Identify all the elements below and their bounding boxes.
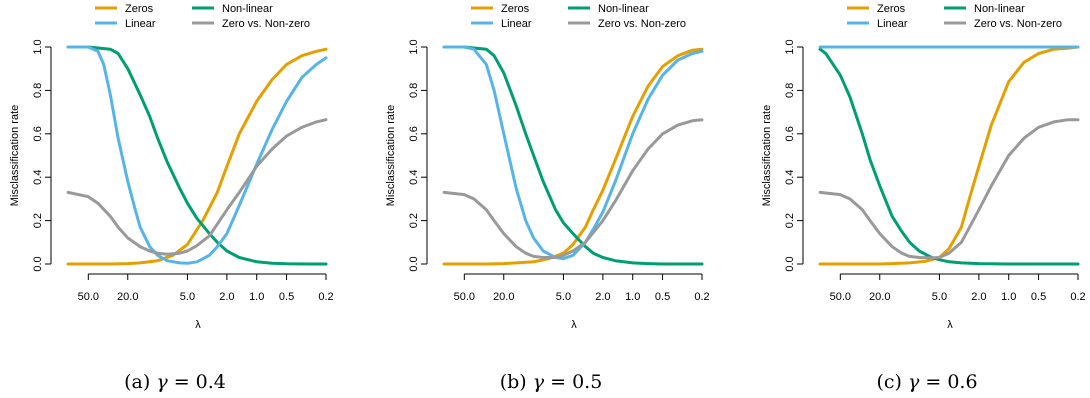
legend-label: Zero vs. Non-zero — [598, 18, 686, 30]
series-line — [66, 118, 328, 256]
chart-panel-2: Zeros Non-linear Linear Zero vs. Non-zero 0.… — [385, 3, 710, 393]
series-line — [442, 45, 704, 261]
y-tick-label: 0.4 — [784, 170, 796, 185]
x-tick-label: 0.2 — [318, 291, 333, 303]
panel-caption: (c) γ = 0.6 — [876, 371, 977, 393]
legend-label: Linear — [125, 18, 156, 30]
legend-item: Zero vs. Non-zero — [568, 18, 686, 30]
legend-item: Non-linear — [192, 3, 273, 15]
legend-label: Zero vs. Non-zero — [222, 18, 310, 30]
y-tick-label: 0.2 — [408, 213, 420, 228]
y-tick-label: 0.6 — [408, 126, 420, 141]
y-tick-label: 1.0 — [408, 39, 420, 54]
y-tick-label: 0.4 — [408, 170, 420, 185]
series-line — [66, 45, 328, 265]
legend-item: Linear — [847, 18, 908, 30]
series-line — [442, 47, 704, 266]
x-tick-label: 20.0 — [117, 291, 138, 303]
y-tick-label: 0.6 — [784, 126, 796, 141]
x-tick-label: 5.0 — [932, 291, 947, 303]
panel-caption: (a) γ = 0.4 — [124, 371, 226, 393]
legend-item: Linear — [471, 18, 532, 30]
series-line — [442, 45, 704, 266]
legend-item: Zero vs. Non-zero — [944, 18, 1062, 30]
x-tick-label: 0.5 — [655, 291, 670, 303]
x-tick-label: 50.0 — [454, 291, 475, 303]
x-tick-label: 0.5 — [279, 291, 294, 303]
legend-item: Zeros — [471, 3, 530, 15]
series-line — [66, 45, 328, 266]
panel-caption: (b) γ = 0.5 — [500, 371, 603, 393]
x-tick-label: 2.0 — [219, 291, 234, 303]
x-tick-label: 5.0 — [556, 291, 571, 303]
y-tick-label: 0.2 — [784, 213, 796, 228]
x-tick-label: 20.0 — [869, 291, 890, 303]
series-line — [66, 47, 328, 266]
y-tick-label: 1.0 — [32, 39, 44, 54]
legend-label: Non-linear — [222, 3, 273, 15]
x-tick-label: 0.2 — [1070, 291, 1085, 303]
legend-item: Zero vs. Non-zero — [192, 18, 310, 30]
chart-panel-3: Zeros Non-linear Linear Zero vs. Non-zero 0.… — [761, 3, 1086, 393]
y-axis-label: Misclassification rate — [385, 105, 397, 206]
y-tick-label: 0.0 — [32, 256, 44, 271]
legend-label: Linear — [877, 18, 908, 30]
legend-label: Non-linear — [598, 3, 649, 15]
legend-item: Non-linear — [944, 3, 1025, 15]
y-tick-label: 1.0 — [784, 39, 796, 54]
y-tick-label: 0.8 — [408, 83, 420, 98]
legend-label: Non-linear — [974, 3, 1025, 15]
y-axis-label: Misclassification rate — [761, 105, 773, 206]
y-tick-label: 0.0 — [408, 256, 420, 271]
legend-label: Zeros — [501, 3, 530, 15]
legend-item: Non-linear — [568, 3, 649, 15]
legend-item: Zeros — [847, 3, 906, 15]
legend-item: Linear — [95, 18, 156, 30]
x-tick-label: 1.0 — [625, 291, 640, 303]
chart-panel-1: Zeros Non-linear Linear Zero vs. Non-zero 0.… — [9, 3, 334, 393]
x-axis-label: λ — [571, 319, 577, 331]
y-tick-label: 0.0 — [784, 256, 796, 271]
legend-item: Zeros — [95, 3, 154, 15]
legend-label: Zeros — [877, 3, 906, 15]
y-tick-label: 0.6 — [32, 126, 44, 141]
y-axis-label: Misclassification rate — [9, 105, 21, 206]
x-axis-label: λ — [947, 319, 953, 331]
legend-label: Linear — [501, 18, 532, 30]
x-tick-label: 1.0 — [249, 291, 264, 303]
x-tick-label: 50.0 — [78, 291, 99, 303]
series-line — [442, 118, 704, 259]
legend-label: Zero vs. Non-zero — [974, 18, 1062, 30]
x-tick-label: 1.0 — [1001, 291, 1016, 303]
x-tick-label: 5.0 — [180, 291, 195, 303]
y-tick-label: 0.8 — [32, 83, 44, 98]
x-axis-label: λ — [195, 319, 201, 331]
x-tick-label: 2.0 — [971, 291, 986, 303]
y-tick-label: 0.8 — [784, 83, 796, 98]
x-tick-label: 0.2 — [694, 291, 709, 303]
legend-label: Zeros — [125, 3, 154, 15]
x-tick-label: 0.5 — [1031, 291, 1046, 303]
series-line — [818, 45, 1080, 266]
series-line — [818, 47, 1080, 266]
y-tick-label: 0.2 — [32, 213, 44, 228]
x-tick-label: 2.0 — [595, 291, 610, 303]
x-tick-label: 20.0 — [493, 291, 514, 303]
y-tick-label: 0.4 — [32, 170, 44, 185]
x-tick-label: 50.0 — [830, 291, 851, 303]
series-line — [818, 118, 1080, 260]
